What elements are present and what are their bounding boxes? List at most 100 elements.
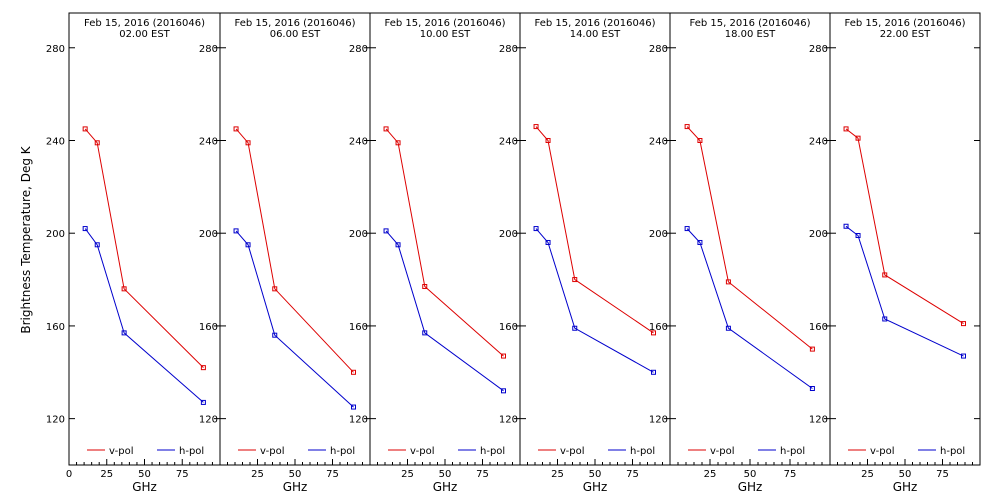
panel-title-time: 22.00 EST <box>880 29 931 40</box>
data-point-h-pol <box>501 388 506 394</box>
data-point-v-pol <box>422 284 428 290</box>
y-tick-label: 280 <box>809 44 828 55</box>
y-tick-label: 280 <box>499 44 518 55</box>
data-point-v-pol <box>395 140 401 146</box>
x-axis-label: GHz <box>893 480 918 494</box>
panel-title-time: 02.00 EST <box>119 29 170 40</box>
data-point-v-pol <box>697 137 703 143</box>
y-tick-label: 200 <box>199 229 218 240</box>
data-point-v-pol <box>651 330 656 336</box>
data-point-v-pol <box>684 124 690 130</box>
data-point-h-pol <box>545 239 551 245</box>
x-tick-label: 75 <box>626 469 639 480</box>
x-tick-label: 25 <box>551 469 564 480</box>
y-tick-label: 280 <box>649 44 668 55</box>
panel-title-date: Feb 15, 2016 (2016046) <box>535 18 656 29</box>
data-point-h-pol <box>809 386 815 392</box>
x-tick-label: 0 <box>66 469 72 480</box>
data-point-v-pol <box>961 321 966 327</box>
y-tick-label: 160 <box>46 322 65 333</box>
data-point-v-pol <box>121 286 127 292</box>
data-point-h-pol <box>684 226 690 232</box>
y-axis-label: Brightness Temperature, Deg K <box>19 145 33 333</box>
data-point-v-pol <box>843 126 849 132</box>
legend-label-v-pol: v-pol <box>710 446 735 457</box>
series-line-v-pol <box>385 128 504 357</box>
legend-label-h-pol: h-pol <box>480 446 505 457</box>
y-tick-label: 240 <box>649 136 668 147</box>
data-point-h-pol <box>422 330 428 336</box>
data-point-h-pol <box>961 353 966 359</box>
series-line-h-pol <box>845 225 964 357</box>
data-point-h-pol <box>725 325 731 331</box>
x-axis-label: GHz <box>583 480 608 494</box>
panel-title-date: Feb 15, 2016 (2016046) <box>845 18 966 29</box>
series-line-h-pol <box>535 228 654 373</box>
data-point-h-pol <box>383 228 389 234</box>
data-point-v-pol <box>882 272 888 278</box>
panel-6: 120 160 200 240 280 25 50 75 GHz Feb 15, 2016 (20… <box>809 12 981 494</box>
panel-5: 120 160 200 240 280 25 50 75 GHz Feb 15, 2016 (20… <box>649 12 831 494</box>
data-point-v-pol <box>855 135 861 141</box>
panel-title-date: Feb 15, 2016 (2016046) <box>385 18 506 29</box>
x-tick-label: 50 <box>899 469 912 480</box>
panel-title-date: Feb 15, 2016 (2016046) <box>235 18 356 29</box>
data-point-v-pol <box>533 124 539 130</box>
data-point-h-pol <box>697 239 703 245</box>
data-point-v-pol <box>82 126 88 132</box>
panel-title-time: 14.00 EST <box>570 29 621 40</box>
data-point-h-pol <box>651 369 656 375</box>
y-tick-label: 120 <box>499 415 518 426</box>
data-point-v-pol <box>272 286 278 292</box>
panel-title-date: Feb 15, 2016 (2016046) <box>84 18 205 29</box>
data-point-v-pol <box>725 279 731 285</box>
x-tick-label: 75 <box>176 469 189 480</box>
y-tick-label: 120 <box>809 415 828 426</box>
y-tick-label: 280 <box>349 44 368 55</box>
data-point-v-pol <box>94 140 100 146</box>
series-line-v-pol <box>84 128 204 368</box>
data-point-h-pol <box>233 228 239 234</box>
x-tick-label: 25 <box>704 469 717 480</box>
data-point-h-pol <box>855 233 861 239</box>
y-tick-label: 200 <box>809 229 828 240</box>
y-tick-label: 160 <box>809 322 828 333</box>
data-point-v-pol <box>809 346 815 352</box>
data-point-h-pol <box>245 242 251 248</box>
data-point-v-pol <box>545 137 551 143</box>
series-line-v-pol <box>845 128 964 325</box>
legend-label-h-pol: h-pol <box>940 446 965 457</box>
y-tick-label: 160 <box>649 322 668 333</box>
y-tick-label: 120 <box>46 415 65 426</box>
x-tick-label: 75 <box>326 469 339 480</box>
data-point-h-pol <box>882 316 888 322</box>
panel-2: 120 160 200 240 280 25 50 75 GHz Feb 15, 2016 (20… <box>199 12 371 494</box>
panel-title-time: 06.00 EST <box>270 29 321 40</box>
y-tick-label: 120 <box>649 415 668 426</box>
legend-label-h-pol: h-pol <box>630 446 655 457</box>
data-point-h-pol <box>395 242 401 248</box>
x-axis-label: GHz <box>283 480 308 494</box>
panel-title-time: 18.00 EST <box>725 29 776 40</box>
y-tick-label: 240 <box>199 136 218 147</box>
data-point-h-pol <box>533 226 539 232</box>
x-tick-label: 75 <box>936 469 949 480</box>
series-line-v-pol <box>686 126 813 350</box>
y-tick-label: 200 <box>499 229 518 240</box>
y-tick-label: 200 <box>349 229 368 240</box>
x-tick-label: 75 <box>476 469 489 480</box>
data-point-h-pol <box>572 325 578 331</box>
x-tick-label: 25 <box>251 469 264 480</box>
panel-3: 120 160 200 240 280 25 50 75 GHz Feb 15, 2016 (20… <box>349 12 521 494</box>
series-line-v-pol <box>235 128 354 373</box>
y-tick-label: 240 <box>349 136 368 147</box>
data-point-v-pol <box>501 353 506 359</box>
data-point-h-pol <box>94 242 100 248</box>
legend-label-v-pol: v-pol <box>410 446 435 457</box>
y-tick-label: 160 <box>199 322 218 333</box>
series-line-h-pol <box>385 230 504 392</box>
panels: 120 160 200 240 280 0 25 50 75 GHz Feb 15, 2016 (2… <box>46 12 981 494</box>
legend-label-h-pol: h-pol <box>330 446 355 457</box>
legend-label-h-pol: h-pol <box>179 446 204 457</box>
